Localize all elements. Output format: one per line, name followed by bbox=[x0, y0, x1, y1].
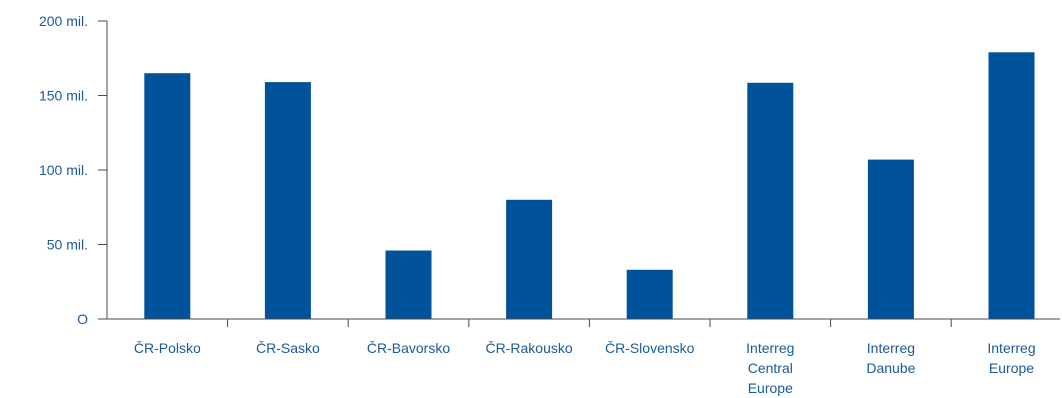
y-tick-label-0: O bbox=[77, 311, 88, 327]
bar-1 bbox=[264, 82, 311, 319]
bar-5 bbox=[747, 82, 794, 319]
bar-3 bbox=[506, 199, 553, 319]
y-tick-label-2: 100 mil. bbox=[39, 162, 88, 178]
x-tick-label-1: ČR-Sasko bbox=[256, 340, 320, 356]
bar-7 bbox=[988, 52, 1035, 320]
x-tick-label-0: ČR-Polsko bbox=[134, 340, 201, 356]
bars-group bbox=[144, 52, 1035, 320]
x-axis: ČR-Polsko ČR-Sasko ČR-Bavorsko ČR-Rakousko Č… bbox=[107, 318, 1060, 396]
bar-2 bbox=[385, 250, 432, 319]
x-tick-label-4: ČR-Slovensko bbox=[605, 340, 695, 356]
x-tick-label-5: Interreg Central Europe bbox=[746, 340, 794, 396]
x-tick-label-3: ČR-Rakousko bbox=[486, 340, 573, 356]
bar-6 bbox=[867, 159, 914, 319]
x-tick-label-7: Interreg Europe bbox=[987, 340, 1035, 376]
y-tick-label-3: 150 mil. bbox=[39, 88, 88, 104]
y-tick-label-4: 200 mil. bbox=[39, 13, 88, 29]
bar-0 bbox=[144, 73, 191, 319]
bar-4 bbox=[626, 269, 673, 319]
y-tick-label-1: 50 mil. bbox=[47, 237, 88, 253]
x-tick-label-6: Interreg Danube bbox=[866, 340, 915, 376]
y-axis: O 50 mil. 100 mil. 150 mil. 200 mil. bbox=[39, 13, 108, 327]
x-tick-label-2: ČR-Bavorsko bbox=[367, 340, 450, 356]
